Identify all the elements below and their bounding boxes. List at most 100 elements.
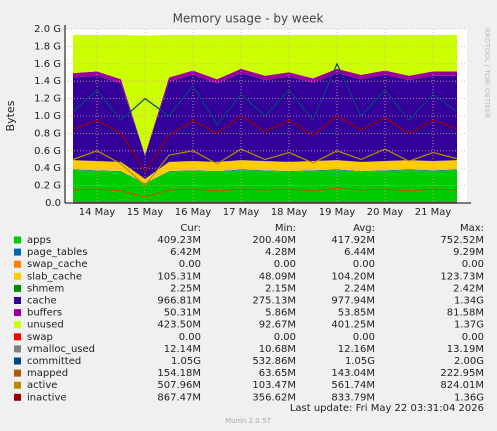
x-tick-label: 21 May <box>415 207 452 218</box>
stat-value: 1.37G <box>454 320 484 331</box>
stat-value: 143.04M <box>331 368 375 379</box>
legend-label: swap_cache <box>27 259 87 270</box>
legend-swatch <box>14 393 21 401</box>
stat-value: 752.52M <box>440 235 484 246</box>
x-tick-label: 18 May <box>271 207 308 218</box>
y-tick-label: 1.4 G <box>34 76 61 87</box>
line <box>72 62 458 126</box>
stat-value: 2.25M <box>170 283 201 294</box>
stat-value: 824.01M <box>440 380 484 391</box>
stat-value: 532.86M <box>252 356 296 367</box>
stat-value: 2.24M <box>344 283 375 294</box>
stat-value: 0.00 <box>179 332 201 343</box>
column-header: Cur: <box>180 223 201 234</box>
legend-swatch <box>14 345 21 353</box>
legend-label: active <box>27 380 57 391</box>
stat-value: 0.00 <box>462 259 484 270</box>
legend-label: vmalloc_used <box>27 344 95 355</box>
column-header: Min: <box>275 223 296 234</box>
stat-value: 977.94M <box>331 296 375 307</box>
stat-value: 1.36G <box>454 392 484 403</box>
stat-value: 1.34G <box>454 296 484 307</box>
stat-value: 4.28M <box>265 247 296 258</box>
stat-value: 1.05G <box>171 356 201 367</box>
y-tick-label: 0.2 G <box>34 181 61 192</box>
legend-swatch <box>14 381 21 389</box>
legend-label: committed <box>27 356 81 367</box>
stat-value: 53.85M <box>338 308 375 319</box>
legend-swatch <box>14 272 21 280</box>
stat-value: 103.47M <box>252 380 296 391</box>
legend-swatch <box>14 248 21 256</box>
legend-label: page_tables <box>27 247 88 258</box>
x-tick-label: 14 May <box>79 207 116 218</box>
y-tick-label: 0.6 G <box>34 146 61 157</box>
line <box>72 115 458 173</box>
stat-value: 423.50M <box>157 320 201 331</box>
y-tick-label: 0.0 <box>45 198 61 209</box>
y-tick-label: 1.2 G <box>34 94 61 105</box>
stat-value: 10.68M <box>259 344 296 355</box>
stat-value: 222.95M <box>440 368 484 379</box>
stat-value: 123.73M <box>440 271 484 282</box>
stat-value: 275.13M <box>252 296 296 307</box>
stat-value: 833.79M <box>331 392 375 403</box>
legend-label: unused <box>27 320 64 331</box>
legend-swatch <box>14 321 21 329</box>
column-header: Max: <box>460 223 484 234</box>
stat-value: 0.00 <box>353 259 375 270</box>
stat-value: 2.00G <box>454 356 484 367</box>
stat-value: 2.15M <box>265 283 296 294</box>
stat-value: 401.25M <box>331 320 375 331</box>
y-tick-label: 1.0 G <box>34 111 61 122</box>
y-tick-label: 0.4 G <box>34 163 61 174</box>
stat-value: 63.65M <box>259 368 296 379</box>
column-header: Avg: <box>353 223 375 234</box>
stat-value: 1.05G <box>345 356 375 367</box>
legend-label: cache <box>27 296 57 307</box>
stat-value: 104.20M <box>331 271 375 282</box>
stat-value: 200.40M <box>252 235 296 246</box>
x-tick-label: 19 May <box>319 207 356 218</box>
x-tick-label: 15 May <box>127 207 164 218</box>
stat-value: 966.81M <box>157 296 201 307</box>
y-tick-label: 0.8 G <box>34 128 61 139</box>
stat-value: 5.86M <box>265 308 296 319</box>
stat-value: 48.09M <box>259 271 296 282</box>
stat-value: 0.00 <box>462 332 484 343</box>
y-tick-label: 1.8 G <box>34 41 61 52</box>
stat-value: 417.92M <box>331 235 375 246</box>
stat-value: 507.96M <box>157 380 201 391</box>
stat-value: 105.31M <box>157 271 201 282</box>
legend-swatch <box>14 333 21 341</box>
legend-swatch <box>14 309 21 317</box>
legend-swatch <box>14 260 21 268</box>
stat-value: 12.14M <box>164 344 201 355</box>
stat-value: 409.23M <box>157 235 201 246</box>
area <box>73 68 457 156</box>
stat-value: 356.62M <box>252 392 296 403</box>
area <box>73 34 457 155</box>
legend-label: shmem <box>27 283 64 294</box>
x-tick-label: 20 May <box>367 207 404 218</box>
footer: Munin 2.0.57 <box>225 417 271 425</box>
last-update: Last update: Fri May 22 03:31:04 2026 <box>290 403 484 414</box>
stat-value: 867.47M <box>157 392 201 403</box>
legend-swatch <box>14 357 21 365</box>
stat-value: 0.00 <box>179 259 201 270</box>
chart-title: Memory usage - by week <box>173 12 324 26</box>
legend: Cur: Min: Avg: Max: apps 409.23M 200.40M 417.92… <box>14 223 484 403</box>
area <box>73 73 457 179</box>
stat-value: 0.00 <box>353 332 375 343</box>
legend-label: swap <box>27 332 53 343</box>
area <box>73 169 457 203</box>
stat-value: 9.29M <box>453 247 484 258</box>
area <box>73 160 457 184</box>
stat-value: 6.42M <box>170 247 201 258</box>
y-tick-label: 2.0 G <box>34 24 61 35</box>
y-tick-label: 1.6 G <box>34 59 61 70</box>
legend-label: buffers <box>27 308 62 319</box>
stat-value: 2.42M <box>453 283 484 294</box>
x-tick-label: 17 May <box>223 207 260 218</box>
legend-swatch <box>14 284 21 292</box>
